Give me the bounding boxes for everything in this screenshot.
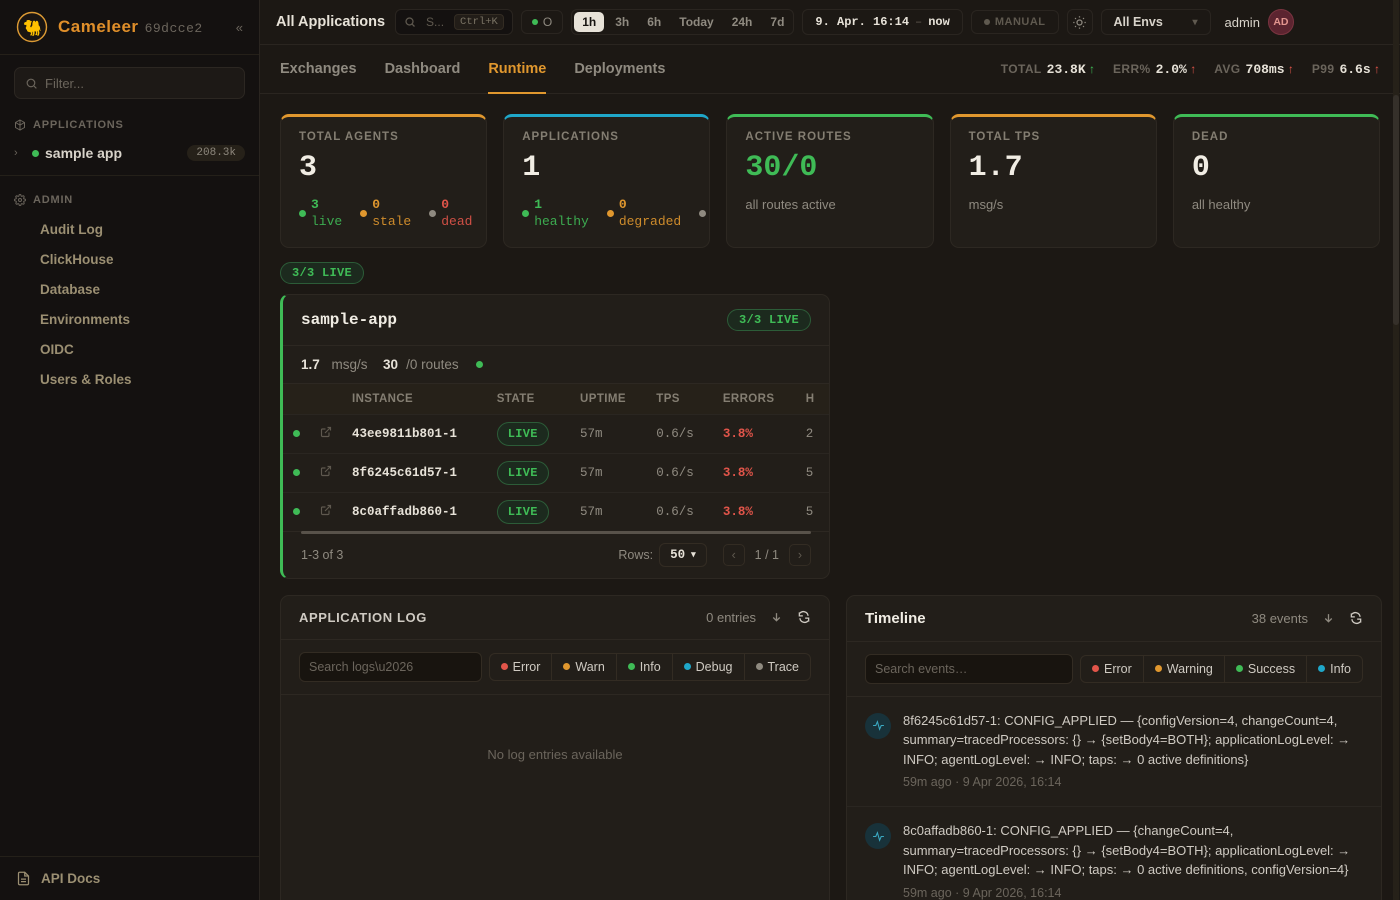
svg-text:🐫: 🐫 <box>23 19 42 37</box>
